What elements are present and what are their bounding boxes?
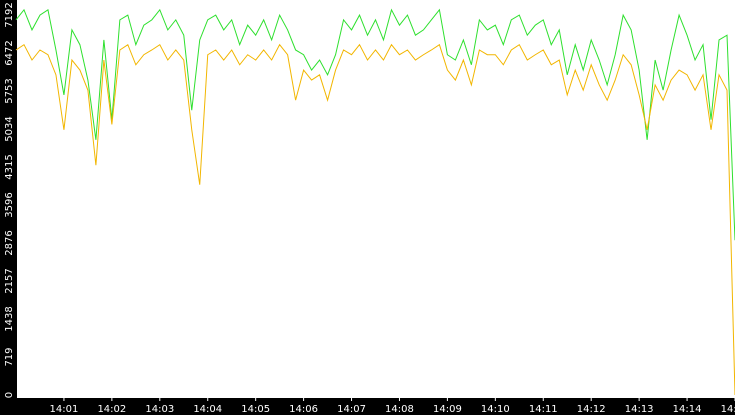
y-tick-label: 4315 [4,154,15,179]
x-tick-label: 14:07 [337,404,366,415]
x-tick-label: 14:12 [577,404,606,415]
y-tick-label: 5034 [4,116,15,141]
x-tick-label: 14:05 [241,404,270,415]
y-tick-label: 0 [4,392,15,398]
x-tick-label: 14:01 [50,404,79,415]
series-line [15,43,735,396]
plot-area [17,0,735,398]
x-tick-label: 14:02 [97,404,126,415]
x-tick-label: 14:03 [145,404,174,415]
x-tick-label: 14:04 [193,404,222,415]
y-tick-label: 2876 [4,230,15,255]
x-tick-label: 14:06 [289,404,318,415]
y-tick-label: 2157 [4,268,15,293]
x-tick-label: 14:10 [481,404,510,415]
x-tick-label: 14:15 [721,404,735,415]
x-tick-label: 14:08 [385,404,414,415]
x-tick-label: 14:14 [673,404,702,415]
x-tick-label: 14:11 [529,404,558,415]
y-tick-label: 719 [4,347,15,366]
y-tick-label: 5753 [4,78,15,103]
y-tick-label: 7192 [4,2,15,27]
y-tick-label: 6472 [4,40,15,65]
y-tick-label: 3596 [4,192,15,217]
series-line [15,8,735,241]
x-tick-label: 14:09 [433,404,462,415]
x-tick-label: 14:13 [625,404,654,415]
y-tick-label: 1438 [4,306,15,331]
